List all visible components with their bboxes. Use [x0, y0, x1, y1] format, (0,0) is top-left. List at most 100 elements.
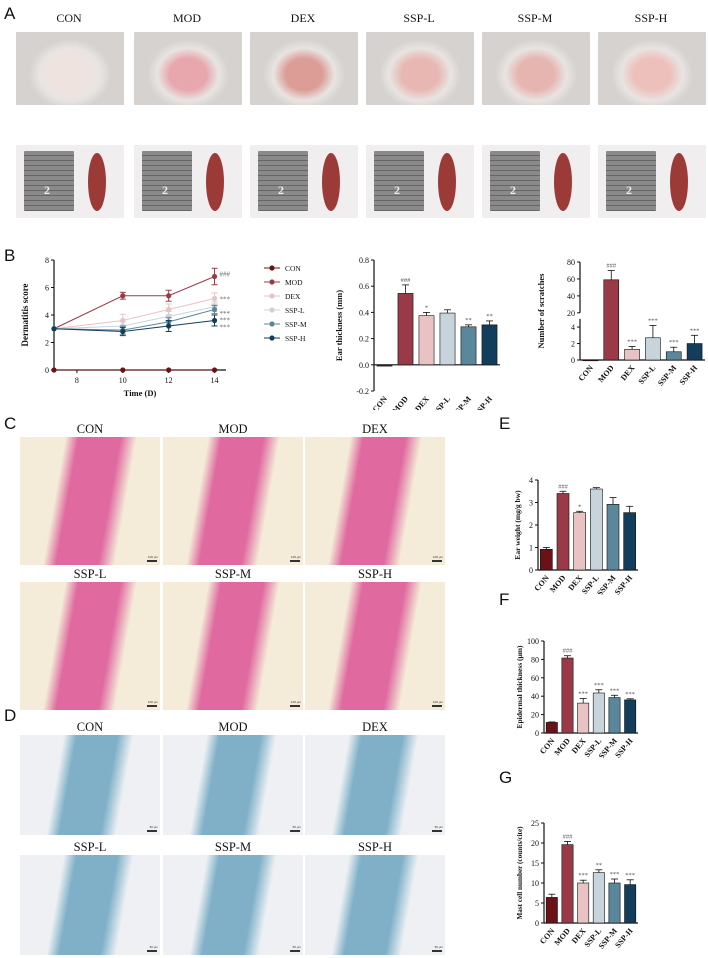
y-tick-label: -0.2 — [356, 387, 369, 396]
dermatitis-score-chart: 0 2 4 6 8 8 10 12 14 Time (D) Dermatitis score ### *… — [20, 256, 307, 398]
data-point-con — [211, 367, 218, 373]
x-tick-label-ssp-l: SSP-L — [431, 395, 452, 410]
panel-a-label-ssp-h: SSP-H — [634, 11, 668, 25]
scale-bar — [290, 560, 300, 562]
panel-letter-e: E — [499, 414, 511, 433]
bar-dex — [418, 315, 435, 366]
legend-marker — [269, 335, 275, 341]
legend-label-dex: DEX — [285, 292, 301, 301]
bar-ssp-m — [460, 326, 477, 366]
scale-bar-label: 50 μm — [434, 825, 443, 829]
significance-mark: ** — [596, 862, 603, 869]
legend-marker — [269, 307, 275, 313]
scale-bar-label: 100 μm — [432, 700, 443, 704]
spleen — [554, 153, 572, 211]
scale-bar — [290, 950, 300, 952]
scale-bar-label: 100 μm — [290, 700, 301, 704]
bar-con — [545, 897, 558, 924]
significance-mark: *** — [648, 317, 658, 324]
panel-letter-b: B — [4, 246, 16, 265]
series-line-ssp-l — [53, 306, 215, 330]
significance-mark: ### — [563, 648, 574, 655]
y-tick-label: 20 — [567, 309, 575, 318]
data-point-con — [51, 367, 57, 373]
data-point-mod — [166, 293, 172, 299]
scale-bar-label: 100 μm — [147, 700, 158, 704]
significance-mark: * — [578, 503, 581, 510]
data-point-ssp-h — [51, 326, 57, 332]
tb-label-mod: MOD — [218, 720, 248, 734]
x-tick-label-mod: MOD — [548, 573, 568, 594]
panel-letter-a: A — [4, 4, 16, 23]
x-tick-label-ssp-m: SSP-M — [451, 394, 474, 410]
tb-image-ssp-l: 50 μm — [20, 855, 160, 955]
ear-photo-dex — [250, 32, 358, 105]
x-tick-label-ssp-h: SSP-H — [473, 394, 495, 410]
spleen — [206, 153, 224, 211]
bar-mod — [397, 293, 414, 366]
scale-bar — [290, 830, 300, 832]
y-axis-label: Dermatitis score — [20, 283, 30, 346]
x-tick-label-ssp-h: SSP-H — [613, 736, 635, 758]
y-axis-label: Epidermal thickness (μm) — [515, 645, 524, 729]
significance-mark: *** — [220, 317, 231, 325]
x-tick-label-ssp-h: SSP-H — [613, 926, 635, 950]
significance-mark: * — [425, 304, 428, 311]
y-tick-label: 0 — [535, 919, 539, 928]
panel-a-label-con: CON — [56, 11, 82, 25]
bar-ssp-l — [645, 337, 661, 361]
legend-marker — [269, 321, 275, 327]
data-point-con — [120, 367, 126, 373]
panel-letter-d: D — [4, 706, 17, 725]
he-label-ssp-l: SSP-L — [73, 567, 107, 581]
x-tick-label-con: CON — [533, 573, 551, 593]
bar-dex — [573, 512, 586, 571]
y-tick-label: 0.8 — [359, 256, 369, 265]
y-tick-label: 25 — [531, 819, 539, 828]
panel-a-label-ssp-l: SSP-L — [403, 11, 435, 25]
spleen-photo-ssp-m: 2 — [482, 145, 590, 218]
y-tick-label: 1 — [529, 544, 533, 553]
significance-mark: ** — [486, 313, 493, 320]
scale-bar — [432, 830, 442, 832]
significance-mark: *** — [220, 310, 231, 318]
he-image-ssp-m: 100 μm — [163, 582, 303, 710]
scale-bar-label: 100 μm — [432, 555, 443, 559]
bar-mod — [561, 657, 574, 734]
scale-bar-label: 50 μm — [292, 825, 301, 829]
significance-mark: ### — [606, 262, 617, 269]
spleen-photo-dex: 2 — [250, 145, 358, 218]
bar-ssp-m — [606, 503, 620, 571]
x-tick-label-con: CON — [577, 363, 595, 383]
data-point-ssp-m — [211, 306, 218, 313]
x-tick-label: 14 — [211, 376, 219, 385]
bar-ssp-m — [665, 351, 682, 361]
ear-thickness-chart: -0.2 0.0 0.2 0.4 0.6 0.8 CON ### MOD * DEX SSP-L ** S… — [334, 256, 500, 410]
series-line-ssp-h — [53, 320, 215, 333]
bar-mod — [556, 493, 570, 571]
scale-bar — [432, 950, 442, 952]
scale-bar-label: 50 μm — [149, 945, 158, 949]
significance-mark: *** — [669, 339, 679, 346]
y-tick-label: 80 — [531, 655, 539, 664]
ruler-number: 2 — [510, 183, 516, 197]
significance-mark: *** — [578, 872, 588, 879]
he-label-ssp-h: SSP-H — [357, 567, 393, 581]
x-tick-label-ssp-h: SSP-H — [678, 363, 700, 387]
y-tick-label: 20 — [531, 839, 539, 848]
he-image-dex: 100 μm — [305, 437, 445, 565]
bar-ssp-m — [608, 697, 621, 734]
spleen — [670, 153, 688, 211]
y-axis-label: Ear weight (mg/g bw) — [513, 490, 522, 560]
ruler — [374, 151, 424, 211]
significance-mark: *** — [220, 296, 231, 304]
epidermal-thickness-chart: 020406080100CON###MOD***DEX***SSP-L***SS… — [515, 637, 638, 758]
legend-marker — [269, 279, 275, 285]
ruler-number: 2 — [278, 183, 284, 197]
y-tick-label: 4 — [45, 311, 49, 320]
y-tick-label: 40 — [531, 692, 539, 701]
bar-con — [545, 722, 558, 734]
data-point-ssp-h — [120, 328, 126, 335]
scale-bar — [147, 950, 157, 952]
tb-image-dex: 50 μm — [305, 735, 445, 835]
